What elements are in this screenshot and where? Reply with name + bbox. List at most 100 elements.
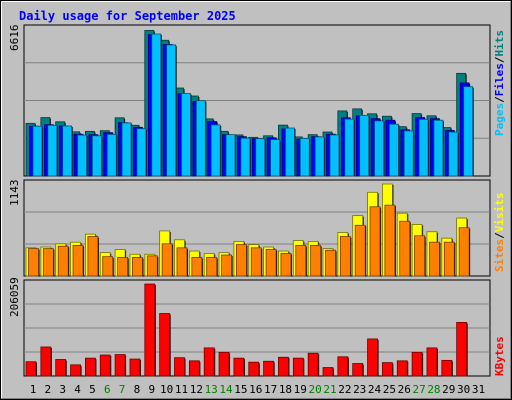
bar-pages-day-17 <box>270 139 281 177</box>
bar-sites-day-11 <box>176 247 188 277</box>
bar-kbytes-day-16 <box>248 361 260 377</box>
bar-kbytes-day-11 <box>174 357 185 377</box>
bar-sites-day-6 <box>102 256 114 277</box>
bar-pages-day-14 <box>225 134 236 177</box>
bars <box>25 30 474 377</box>
bar-sites-day-21 <box>325 249 336 277</box>
x-tick-label: 24 <box>368 383 382 396</box>
bar-kbytes-day-10 <box>159 313 171 377</box>
legend-sites: Sites <box>493 239 506 272</box>
x-tick-label: 15 <box>234 383 247 396</box>
bar-sites-day-10 <box>161 243 173 277</box>
bar-pages-day-22 <box>344 118 355 177</box>
x-tick-label: 30 <box>457 383 470 396</box>
x-tick-label: 13 <box>205 383 218 396</box>
bar-pages-day-6 <box>106 134 117 177</box>
x-tick-label: 3 <box>59 383 66 396</box>
x-tick-label: 21 <box>323 383 336 396</box>
x-tick-label: 9 <box>148 383 155 396</box>
x-tick-label: 25 <box>383 383 396 396</box>
bar-pages-day-13 <box>210 124 221 177</box>
bar-kbytes-day-19 <box>292 357 304 377</box>
bar-pages-day-11 <box>181 93 191 177</box>
bar-kbytes-day-6 <box>99 354 111 377</box>
x-tick-label: 26 <box>398 383 411 396</box>
x-tick-label: 6 <box>104 383 111 396</box>
x-tick-label: 5 <box>89 383 96 396</box>
x-tick-label: 1 <box>30 383 37 396</box>
bar-pages-day-15 <box>240 137 251 177</box>
bar-sites-day-3 <box>57 245 69 277</box>
bar-kbytes-day-3 <box>55 359 67 377</box>
bar-kbytes-day-30 <box>456 322 468 377</box>
bar-kbytes-day-22 <box>337 356 349 377</box>
bar-pages-day-9 <box>151 33 162 177</box>
x-tick-label: 2 <box>45 383 52 396</box>
bar-sites-day-24 <box>369 206 381 277</box>
bar-sites-day-16 <box>250 247 262 277</box>
bar-sites-day-9 <box>146 255 158 277</box>
x-tick-label: 17 <box>264 383 277 396</box>
bar-kbytes-day-5 <box>85 357 96 377</box>
panel-2-max-label: 1143 <box>8 180 21 207</box>
x-tick-label: 20 <box>309 383 322 396</box>
bar-kbytes-day-29 <box>441 359 453 377</box>
bar-kbytes-day-15 <box>233 357 245 377</box>
x-tick-label: 28 <box>427 383 440 396</box>
panel-3-max-label: 206059 <box>8 277 21 317</box>
bar-sites-day-28 <box>429 241 440 277</box>
x-tick-label: 22 <box>338 383 351 396</box>
bar-pages-day-4 <box>77 134 87 177</box>
bar-kbytes-day-27 <box>411 351 423 377</box>
x-tick-label: 16 <box>249 383 262 396</box>
bar-pages-day-19 <box>299 138 310 177</box>
bar-sites-day-29 <box>443 241 455 277</box>
bar-pages-day-24 <box>374 120 384 177</box>
bar-sites-day-30 <box>458 227 470 277</box>
bar-kbytes-day-20 <box>307 352 319 377</box>
bar-pages-day-16 <box>255 138 266 177</box>
x-axis-labels: 1 2 3 4 5 6 7 8 9 10 11 12 13 14 15 16 17 18 19 20 21 22 23 24 2… <box>30 383 485 396</box>
bar-pages-day-8 <box>136 128 147 177</box>
bar-pages-day-18 <box>285 127 295 177</box>
bar-kbytes-day-9 <box>144 283 156 377</box>
panel-3-legend: KBytes <box>493 336 506 376</box>
x-tick-label: 11 <box>175 383 188 396</box>
bar-sites-day-27 <box>414 235 426 277</box>
bar-pages-day-29 <box>448 131 459 177</box>
x-tick-label: 18 <box>279 383 292 396</box>
bar-pages-day-26 <box>403 130 414 177</box>
bar-sites-day-1 <box>28 248 39 277</box>
x-tick-label: 12 <box>190 383 203 396</box>
bar-kbytes-day-12 <box>188 360 200 377</box>
bar-kbytes-day-21 <box>322 367 334 377</box>
bar-pages-day-1 <box>32 125 43 177</box>
x-tick-label: 14 <box>219 383 233 396</box>
bar-pages-day-2 <box>47 124 58 177</box>
bar-kbytes-day-17 <box>263 360 275 377</box>
bar-pages-day-28 <box>433 119 444 177</box>
bar-sites-day-23 <box>354 224 366 277</box>
x-tick-label: 29 <box>442 383 455 396</box>
bar-sites-day-7 <box>117 257 128 277</box>
bar-kbytes-day-1 <box>25 361 37 377</box>
bar-pages-day-3 <box>62 125 73 177</box>
panel-1-legend: Pages/Files/Hits <box>493 30 506 136</box>
bar-pages-day-23 <box>359 114 370 177</box>
chart-title: Daily usage for September 2025 <box>19 9 236 23</box>
bar-pages-day-30 <box>463 86 474 177</box>
bar-kbytes-day-7 <box>114 354 126 377</box>
bar-pages-day-5 <box>92 135 102 177</box>
bar-pages-day-25 <box>388 123 399 177</box>
bar-sites-day-13 <box>206 257 218 277</box>
bar-pages-day-10 <box>166 44 177 177</box>
bar-kbytes-day-4 <box>70 364 81 377</box>
legend-visits: Visits <box>493 193 506 233</box>
x-tick-label: 27 <box>412 383 425 396</box>
bar-sites-day-15 <box>235 244 247 277</box>
bar-kbytes-day-14 <box>218 351 230 377</box>
bar-kbytes-day-28 <box>426 347 438 377</box>
bar-pages-day-12 <box>195 100 206 177</box>
bar-kbytes-day-18 <box>278 356 289 377</box>
bar-sites-day-8 <box>132 257 143 277</box>
